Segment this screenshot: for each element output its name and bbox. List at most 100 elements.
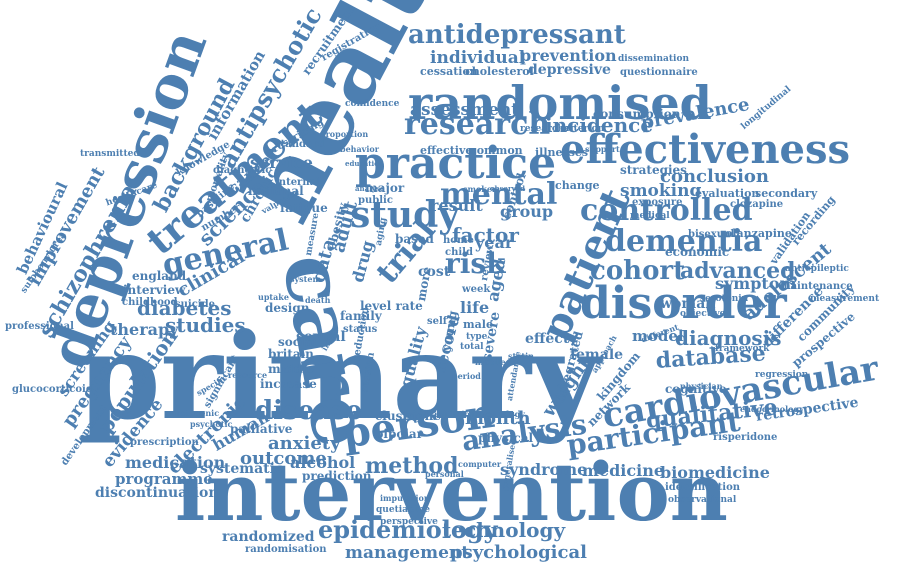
word-initiation: initiation (434, 409, 476, 419)
word-professional: professional (5, 321, 74, 332)
word-education: education (345, 159, 384, 168)
word-therapy: therapy (110, 320, 179, 339)
word-studies: studies (165, 313, 246, 337)
word-risperidone: risperidone (713, 432, 778, 443)
word-alcohol: alcohol (290, 453, 356, 472)
word-ketogenic: ketogenic (175, 408, 220, 418)
word-clozapine: clozapine (730, 199, 784, 210)
word-public: public (358, 195, 393, 206)
word-incidence: incidence (545, 113, 654, 137)
word-method: method (365, 453, 459, 479)
word-factor: factor (452, 223, 519, 247)
word-regression: regression (755, 370, 809, 380)
word-uptake: uptake (258, 292, 289, 302)
word-suicide: suicide (175, 299, 215, 310)
word-female: female (570, 347, 624, 363)
word-month: month (465, 408, 531, 429)
word-cholesterol: cholesterol (465, 65, 534, 78)
word-higher: higher (403, 409, 448, 423)
word-personal: personal (425, 469, 464, 479)
word-controlled: controlled (580, 193, 753, 228)
word-cognitive: cognitive (665, 382, 727, 396)
word-diagnostic: diagnostic (213, 165, 272, 176)
word-technology: technology (442, 518, 566, 542)
word-diagnosis: diagnosis (675, 326, 782, 350)
word-maintenance: maintenance (780, 281, 853, 292)
word-objective: objective (680, 309, 726, 319)
word-medical: medical (630, 211, 670, 221)
word-diabetes: diabetes (137, 296, 232, 320)
word-randomised: randomised (408, 76, 712, 130)
word-observational: observational (668, 495, 737, 505)
word-increase: increase (260, 377, 317, 391)
word-statin: statin (508, 351, 534, 361)
word-based: based (395, 232, 434, 246)
word-effective: effective (420, 144, 473, 157)
word-economic: economic (665, 245, 730, 259)
word-mobile: mobile (475, 357, 506, 367)
word-behavior: behavior (340, 144, 379, 154)
word-week: week (462, 284, 491, 295)
word-dementia: dementia (605, 224, 763, 259)
word-antiepileptic: antiepileptic (785, 264, 849, 274)
word-disorder: disorder (580, 278, 787, 329)
word-perspective: perspective (380, 517, 438, 527)
word-prediction: prediction (302, 469, 372, 483)
word-intervention: intervention (175, 445, 728, 539)
word-home: home (443, 235, 474, 246)
word-symptom: symptom (715, 274, 797, 293)
word-male: male (463, 318, 493, 331)
word-systematic: systematic (200, 461, 284, 477)
word-sexual: sexual (296, 329, 346, 345)
word-antidepressant: antidepressant (408, 20, 626, 50)
word-mental: mental (440, 177, 558, 212)
word-woman: woman (660, 296, 716, 312)
word-medicine: medicine (582, 461, 665, 480)
word-support: support (585, 144, 620, 154)
word-exposure: exposure (632, 197, 683, 208)
word-randomisation: randomisation (245, 544, 327, 555)
word-programme: programme (115, 470, 213, 488)
word-individual: individual (430, 48, 526, 68)
word-national: national (248, 184, 304, 198)
word-endocrinology: endocrinology (740, 404, 804, 414)
word-consumption: consumption (593, 107, 681, 121)
word-change: change (555, 179, 600, 192)
word-syndrome: syndrome (500, 460, 588, 479)
word-dissemination: dissemination (618, 54, 690, 64)
word-effectiveness: effectiveness (560, 126, 851, 173)
word-transmitted: transmitted (80, 149, 140, 159)
word-family: family (340, 309, 382, 323)
word-physical: physical (478, 431, 534, 445)
word-life: life (460, 298, 490, 317)
word-common: common (470, 144, 523, 157)
word-interview: interview (123, 283, 186, 297)
word-psychological: psychological (450, 542, 587, 563)
word-disease: disease (255, 396, 363, 426)
word-illnesses: illnesses (535, 146, 589, 159)
word-self: self (427, 316, 448, 327)
word-total: total (460, 342, 484, 352)
word-assessment: assessment (410, 100, 520, 120)
word-secondary: secondary (755, 187, 818, 200)
word-type: type (466, 332, 488, 342)
word-system: system (290, 274, 321, 284)
word-death: death (305, 295, 331, 305)
word-bisexual: bisexual (688, 229, 735, 240)
word-strategies: strategies (620, 163, 687, 177)
word-measurement: measurement (810, 294, 880, 304)
word-questionnaire: questionnaire (620, 67, 698, 78)
word-model: model (632, 327, 684, 345)
word-depressive: depressive (528, 62, 611, 78)
word-internal: internal (275, 177, 320, 188)
word-service: service (250, 153, 313, 172)
word-middle: middle (268, 362, 315, 376)
word-study: study (350, 194, 460, 236)
word-randomized: randomized (222, 529, 315, 545)
word-design: design (265, 301, 310, 315)
word-drug: drug (348, 238, 378, 285)
word-medication: medication (125, 453, 226, 472)
word-risk: risk (445, 247, 506, 280)
word-olanzapine: olanzapine (725, 227, 792, 240)
